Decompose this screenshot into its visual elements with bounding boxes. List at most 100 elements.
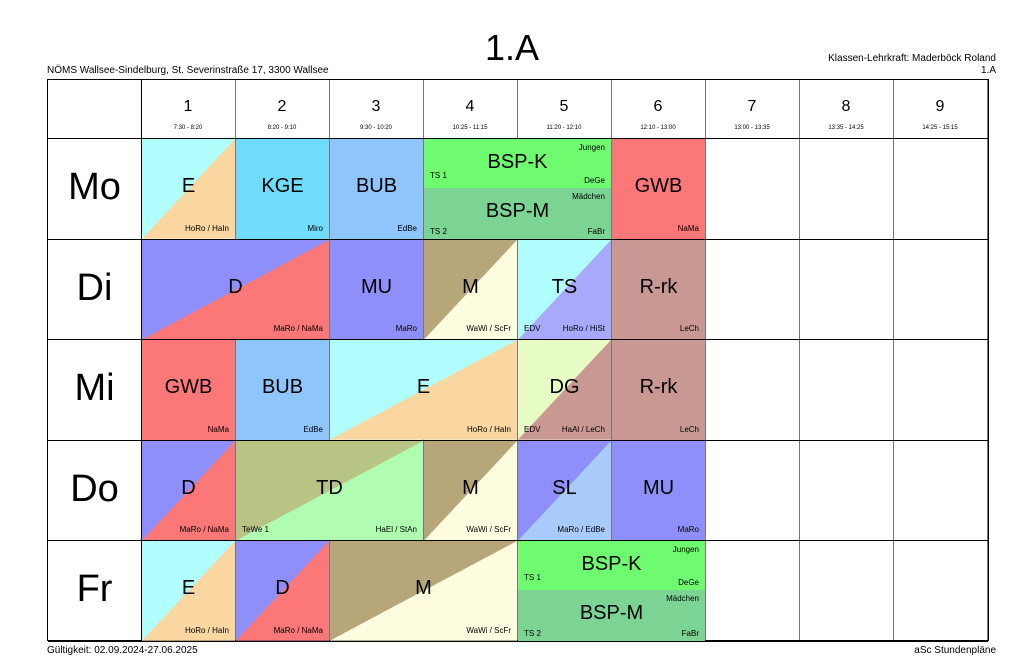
software-brand: aSc Stundenpläne <box>914 645 996 656</box>
period-time: 13:00 - 13:35 <box>734 125 770 131</box>
grid-vline <box>893 80 894 640</box>
lesson-teacher: DeGe <box>678 578 699 588</box>
lesson-cell[interactable]: M WaWi / ScFr <box>424 440 517 541</box>
lesson-cell[interactable]: MU MaRo <box>330 239 423 340</box>
lesson-cell[interactable]: E HoRo / HaIn <box>142 541 235 641</box>
lesson-cell[interactable]: TD HaEl / StAn TeWe 1 <box>236 440 423 541</box>
lesson-subject: E <box>416 376 431 399</box>
grid-vline <box>141 80 142 640</box>
lesson-subject: SL <box>552 476 577 499</box>
lesson-cell[interactable]: MU MaRo <box>612 440 705 541</box>
lesson-cell[interactable]: E HoRo / HaIn <box>142 139 235 239</box>
lesson-subject: M <box>462 275 479 298</box>
day-label: Do <box>70 467 119 510</box>
lesson-color-b <box>142 541 235 641</box>
period-number: 4 <box>465 98 475 115</box>
period-time: 11:20 - 12:10 <box>546 125 582 131</box>
lesson-background <box>142 239 329 340</box>
lesson-background <box>236 440 423 541</box>
class-teacher: Klassen-Lehrkraft: Maderböck Roland <box>828 53 996 64</box>
period-number: 5 <box>559 98 569 115</box>
lesson-background <box>236 541 329 641</box>
lesson-cell[interactable]: DG HaAl / LeCh EDV <box>518 340 611 440</box>
grid-vline <box>517 80 518 640</box>
lesson-subject: MU <box>360 275 393 298</box>
lesson-teacher: HoRo / HaIn <box>184 223 229 233</box>
lesson-subject: R-rk <box>639 275 678 298</box>
lesson-subject: BSP-K <box>487 151 548 173</box>
lesson-cell[interactable]: TS HoRo / HiSt EDV <box>518 239 611 340</box>
lesson-cell[interactable]: KGE Miro <box>236 139 329 239</box>
lesson-teacher: HaAl / LeCh <box>561 424 605 434</box>
lesson-background <box>518 239 611 340</box>
lesson-teacher: MaRo / EdBe <box>557 525 605 535</box>
lesson-color-b <box>142 139 235 239</box>
lesson-teacher: FaBr <box>587 226 605 236</box>
lesson-cell[interactable]: BSP-K DeGe TS 1 Jungen <box>424 139 611 188</box>
lesson-cell[interactable]: M WaWi / ScFr <box>330 541 517 641</box>
lesson-teacher: MaRo / NaMa <box>273 625 323 635</box>
lesson-teacher: HoRo / HaIn <box>466 424 511 434</box>
lesson-color-b <box>518 340 611 440</box>
lesson-teacher: DeGe <box>584 176 605 185</box>
lesson-subject: BSP-K <box>581 553 642 576</box>
lesson-group: Mädchen <box>666 594 699 604</box>
lesson-teacher: LeCh <box>679 324 699 334</box>
lesson-teacher: MaRo <box>395 324 417 334</box>
lesson-cell[interactable]: R-rk LeCh <box>612 340 705 440</box>
grid-vline <box>611 80 612 640</box>
lesson-cell[interactable]: BSP-M FaBr TS 2 Mädchen <box>424 188 611 239</box>
lesson-cell[interactable]: D MaRo / NaMa <box>142 440 235 541</box>
lesson-cell[interactable]: D MaRo / NaMa <box>142 239 329 340</box>
lesson-background <box>424 239 517 340</box>
lesson-cell[interactable]: SL MaRo / EdBe <box>518 440 611 541</box>
lesson-group: Jungen <box>578 143 605 152</box>
lesson-background <box>518 440 611 541</box>
class-code: 1.A <box>980 65 996 76</box>
period-number: 9 <box>935 98 945 115</box>
lesson-cell[interactable]: GWB NaMa <box>142 340 235 440</box>
timetable-grid: 1 7:30 - 8:20 2 8:20 - 9:10 3 9:30 - 10:20 4 10… <box>47 79 989 642</box>
lesson-background <box>330 340 517 440</box>
validity-period: Gültigkeit: 02.09.2024-27.06.2025 <box>47 645 198 656</box>
lesson-cell[interactable]: R-rk LeCh <box>612 239 705 340</box>
lesson-cell[interactable]: D MaRo / NaMa <box>236 541 329 641</box>
lesson-subject: BUB <box>355 175 398 197</box>
grid-hline <box>48 238 988 240</box>
lesson-subject: R-rk <box>639 376 678 399</box>
lesson-color-b <box>142 440 235 541</box>
grid-vline <box>329 80 330 640</box>
lesson-subject: DG <box>549 376 580 399</box>
lesson-cell[interactable]: M WaWi / ScFr <box>424 239 517 340</box>
lesson-teacher: Miro <box>307 223 323 233</box>
day-label: Fr <box>76 568 113 611</box>
period-time: 10:25 - 11:15 <box>452 125 488 131</box>
grid-hline <box>48 540 988 542</box>
lesson-teacher: LeCh <box>679 424 699 434</box>
lesson-teacher: HoRo / HiSt <box>562 324 605 334</box>
day-label: Mi <box>74 367 115 410</box>
lesson-cell[interactable]: BSP-M FaBr TS 2 Mädchen <box>518 590 705 641</box>
lesson-subject: GWB <box>634 175 683 197</box>
period-number: 8 <box>841 98 851 115</box>
lesson-background <box>518 340 611 440</box>
lesson-background <box>330 541 517 641</box>
lesson-cell[interactable]: E HoRo / HaIn <box>330 340 517 440</box>
lesson-background <box>424 440 517 541</box>
lesson-cell[interactable]: GWB NaMa <box>612 139 705 239</box>
period-time: 7:30 - 8:20 <box>173 125 203 131</box>
lesson-subject: BSP-M <box>485 200 550 222</box>
lesson-teacher: MaRo / NaMa <box>273 324 323 334</box>
lesson-cell[interactable]: BUB EdBe <box>330 139 423 239</box>
lesson-cell[interactable]: BUB EdBe <box>236 340 329 440</box>
lesson-subject: BSP-M <box>579 602 644 625</box>
lesson-subject: E <box>181 175 196 197</box>
grid-vline <box>705 80 706 640</box>
lesson-teacher: MaRo / NaMa <box>179 525 229 535</box>
lesson-cell[interactable]: BSP-K DeGe TS 1 Jungen <box>518 541 705 591</box>
lesson-subject: TD <box>316 476 343 499</box>
lesson-teacher: MaRo <box>677 525 699 535</box>
grid-vline <box>799 80 800 640</box>
lesson-room: EDV <box>524 424 541 434</box>
grid-hline <box>48 439 988 441</box>
